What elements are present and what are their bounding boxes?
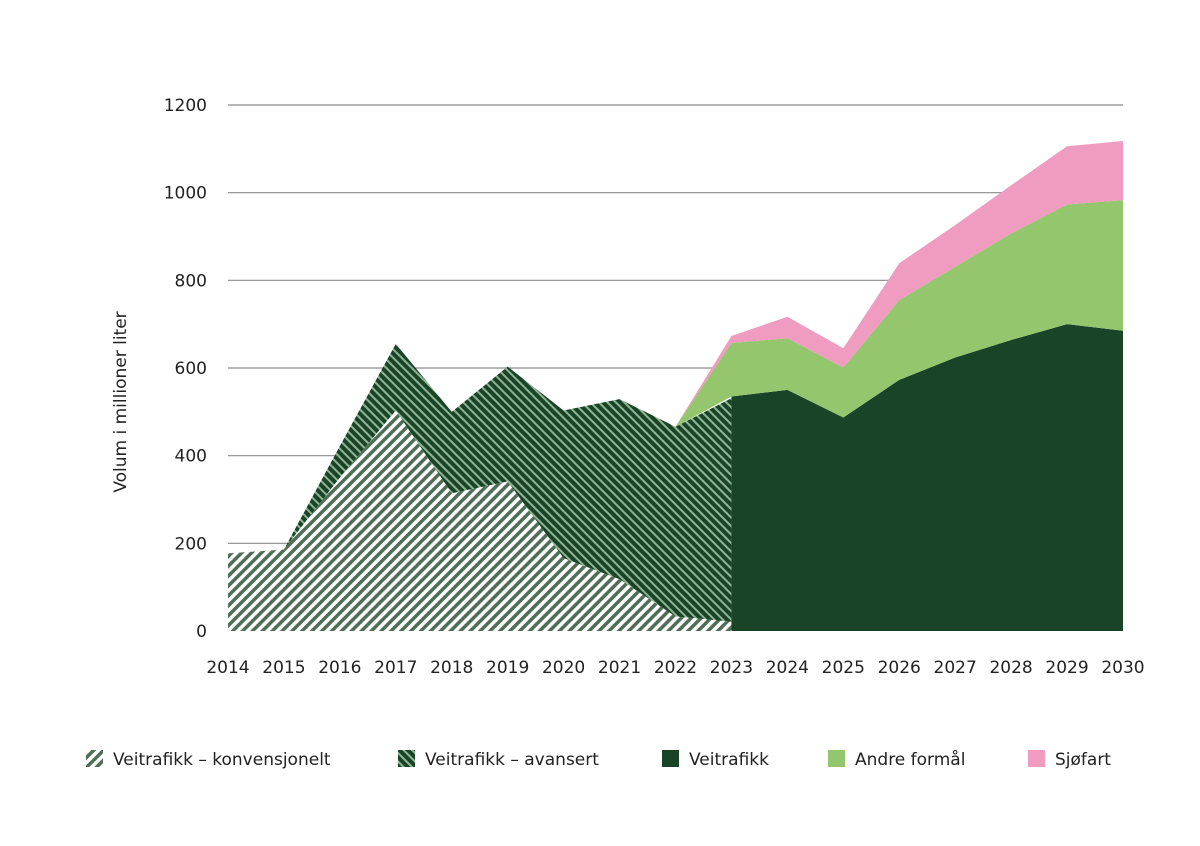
legend-label: Veitrafikk – avansert — [425, 750, 599, 770]
legend-item: Andre formål — [828, 749, 965, 770]
y-tick-label: 600 — [175, 359, 207, 379]
y-tick-labels: 0 200 400 600 800 1000 1200 — [164, 96, 207, 642]
x-tick-label: 2029 — [1045, 658, 1088, 678]
legend-item: Veitrafikk – avansert — [398, 750, 599, 770]
x-tick-label: 2016 — [318, 658, 361, 678]
legend-label: Andre formål — [855, 749, 965, 770]
legend-swatch — [662, 750, 679, 767]
areas — [228, 140, 1123, 631]
x-tick-label: 2028 — [989, 658, 1032, 678]
legend-swatch — [398, 750, 415, 767]
x-tick-labels: 2014 2015 2016 2017 2018 2019 2020 2021 2022 2023… — [206, 658, 1144, 678]
x-tick-label: 2025 — [822, 658, 865, 678]
x-tick-label: 2017 — [374, 658, 417, 678]
legend-label: Sjøfart — [1055, 750, 1111, 770]
legend: Veitrafikk – konvensjonelt Veitrafikk – a… — [86, 749, 1111, 770]
x-tick-label: 2021 — [598, 658, 641, 678]
area-andre-formal — [675, 200, 1123, 427]
y-tick-label: 1000 — [164, 184, 207, 204]
x-tick-label: 2023 — [710, 658, 753, 678]
legend-label: Veitrafikk — [689, 750, 769, 770]
legend-item: Veitrafikk – konvensjonelt — [86, 750, 331, 770]
y-tick-label: 200 — [175, 534, 207, 554]
legend-swatch — [828, 750, 845, 767]
area-sjofart — [675, 140, 1123, 427]
legend-label: Veitrafikk – konvensjonelt — [113, 750, 331, 770]
x-tick-label: 2022 — [654, 658, 697, 678]
y-tick-label: 400 — [175, 447, 207, 467]
y-axis-label: Volum i millioner liter — [111, 311, 131, 492]
x-tick-label: 2027 — [934, 658, 977, 678]
area-veitrafikk — [731, 324, 1123, 631]
x-tick-label: 2014 — [206, 658, 249, 678]
legend-swatch — [1028, 750, 1045, 767]
y-tick-label: 0 — [196, 622, 207, 642]
legend-item: Veitrafikk — [662, 750, 769, 770]
x-tick-label: 2026 — [878, 658, 921, 678]
y-tick-label: 800 — [175, 271, 207, 291]
legend-item: Sjøfart — [1028, 750, 1111, 770]
x-tick-label: 2020 — [542, 658, 585, 678]
x-tick-label: 2030 — [1101, 658, 1144, 678]
legend-swatch — [86, 750, 103, 767]
area-veitrafikk-konvensjonelt — [228, 410, 732, 631]
x-tick-label: 2024 — [766, 658, 809, 678]
x-tick-label: 2018 — [430, 658, 473, 678]
area-veitrafikk-avansert — [228, 343, 732, 622]
x-tick-label: 2019 — [486, 658, 529, 678]
x-tick-label: 2015 — [262, 658, 305, 678]
y-tick-label: 1200 — [164, 96, 207, 116]
